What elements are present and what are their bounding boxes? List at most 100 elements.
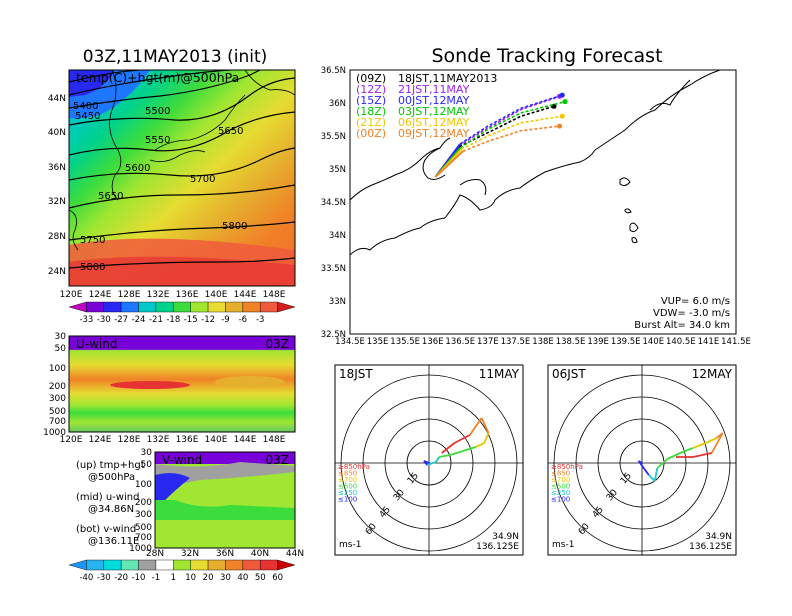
colorbar-label: 50	[255, 573, 266, 583]
lon-tick-label: 124E	[89, 435, 112, 445]
lon-tick-label: 137E	[477, 337, 499, 347]
lat-tick-label: 32N	[181, 549, 199, 559]
lon-tick-label: 140E	[642, 337, 664, 347]
lon-tick-label: 134.5E	[335, 337, 365, 347]
hodograph-lon: 136.125E	[476, 542, 519, 552]
contour-label: 5450	[75, 111, 100, 122]
lat-tick-label: 35N	[329, 165, 346, 175]
launch-utc: (21Z)	[356, 116, 386, 129]
hodograph-segment	[705, 437, 718, 444]
hodograph-segment	[692, 442, 707, 449]
colorbar-swatch	[242, 301, 261, 313]
hodograph-segment	[423, 460, 428, 466]
level-legend: ≤100	[338, 496, 357, 504]
param-vdw: VDW= -3.0 m/s	[653, 308, 730, 319]
contour-label: 5700	[190, 174, 215, 185]
lat-tick-label: 35.5N	[321, 132, 346, 142]
lon-tick-label: 136E	[176, 435, 199, 445]
hodograph-segment	[637, 460, 650, 476]
lon-tick-label: 128E	[118, 290, 141, 300]
contour-label: 5400	[73, 101, 98, 112]
speed-ring	[384, 418, 474, 508]
colorbar-swatch	[120, 559, 139, 571]
colorbar-swatch	[86, 559, 104, 571]
level-legend: ≤700	[338, 476, 357, 484]
colorbar-label: 40	[237, 573, 248, 583]
lon-tick-label: 144E	[234, 435, 257, 445]
colorbar-swatch	[207, 559, 226, 571]
lat-tick-label: 40N	[48, 128, 66, 138]
pressure-tick-label: 200	[135, 498, 152, 508]
pressure-tick-label: 700	[49, 417, 66, 427]
lat-tick-label: 32.5N	[321, 330, 346, 340]
hodograph-lat: 34.9N	[705, 532, 732, 542]
lon-tick-label: 136.5E	[445, 337, 475, 347]
hodograph-segment	[648, 474, 656, 482]
pressure-tick-label: 30	[141, 448, 153, 458]
hodograph-segment	[679, 447, 694, 454]
launch-jst: 09JST,12MAY	[398, 127, 470, 140]
colorbar-swatch	[138, 559, 157, 571]
colorbar-swatch	[173, 559, 191, 571]
hodograph-time: 06JST	[552, 367, 586, 381]
lon-tick-label: 140E	[205, 290, 228, 300]
level-legend: ≤850	[338, 470, 357, 478]
sonde-track	[462, 125, 560, 152]
speed-ring	[362, 396, 496, 530]
lon-tick-label: 128E	[118, 435, 141, 445]
launch-jst: 21JST,11MAY	[398, 83, 470, 96]
colorbar-label: -12	[201, 315, 215, 325]
lon-tick-label: 148E	[263, 435, 286, 445]
colorbar-swatch	[277, 301, 296, 313]
colorbar-swatch	[242, 559, 261, 571]
launch-utc: (09Z)	[356, 72, 386, 85]
hodograph-lon: 136.125E	[689, 542, 732, 552]
colorbar-swatch	[190, 559, 209, 571]
lat-tick-label: 40N	[251, 549, 269, 559]
sonde-track	[461, 115, 563, 150]
colorbar-swatch	[260, 301, 278, 313]
note-bot-line1: (bot) v-wind	[76, 524, 136, 535]
hodograph-segment	[653, 467, 659, 482]
level-legend: ≥850hPa	[551, 463, 583, 471]
pressure-tick-label: 50	[141, 460, 153, 470]
level-legend: ≤500	[551, 483, 570, 491]
sonde-track	[459, 94, 563, 145]
level-legend: ≤100	[551, 496, 570, 504]
colorbar-label: -30	[97, 573, 111, 583]
u-wind-label: U-wind	[76, 337, 117, 351]
contour-label: 5550	[145, 135, 170, 146]
launch-jst: 18JST,11MAY2013	[398, 72, 497, 85]
launch-jst: 03JST,12MAY	[398, 105, 470, 118]
contour-label: 5500	[145, 106, 170, 117]
lon-tick-label: 138E	[532, 337, 554, 347]
colorbar-label: -40	[79, 573, 93, 583]
lon-tick-label: 140.5E	[666, 337, 696, 347]
lon-tick-label: 138.5E	[556, 337, 586, 347]
lon-tick-label: 137.5E	[501, 337, 531, 347]
level-legend: ≤250	[338, 489, 357, 497]
lat-tick-label: 33N	[329, 297, 346, 307]
hodograph-unit: ms-1	[339, 540, 361, 550]
hodograph-segment	[667, 452, 681, 460]
lon-tick-label: 139.5E	[611, 337, 641, 347]
colorbar-label: -24	[132, 315, 146, 325]
u-wind-time: 03Z	[266, 337, 290, 351]
pressure-tick-label: 100	[49, 364, 66, 374]
lat-tick-label: 28N	[48, 232, 66, 242]
pressure-tick-label: 200	[49, 382, 66, 392]
lon-tick-label: 148E	[263, 290, 286, 300]
colorbar-swatch	[155, 559, 174, 571]
lat-tick-label: 24N	[48, 267, 66, 277]
hodograph-segment	[710, 432, 724, 454]
colorbar-label: -10	[132, 573, 146, 583]
colorbar-label: -1	[152, 573, 160, 583]
pressure-tick-label: 500	[49, 407, 66, 417]
hodograph-segment	[439, 454, 451, 458]
colorbar-label: 60	[272, 573, 283, 583]
contour-label: 5800	[222, 221, 247, 232]
left-title: 03Z,11MAY2013 (init)	[83, 47, 268, 67]
colorbar-swatch	[277, 559, 296, 571]
